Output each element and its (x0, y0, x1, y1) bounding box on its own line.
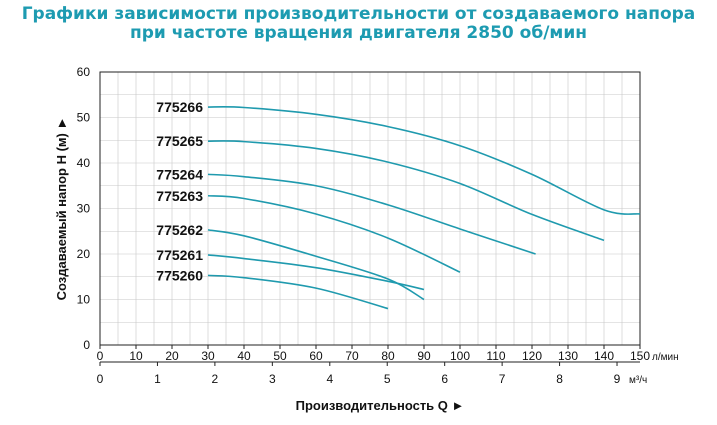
y-tick-label: 40 (77, 156, 91, 170)
x-tick-label-primary: 110 (486, 349, 505, 363)
x-tick-label-primary: 30 (201, 349, 215, 363)
curves (207, 106, 641, 310)
chart-title-line2: при частоте вращения двигателя 2850 об/м… (130, 23, 587, 43)
x-tick-label-primary: 40 (237, 349, 251, 363)
x-tick-label-primary: 120 (522, 349, 542, 363)
x-unit-primary: л/мин (652, 352, 679, 363)
x-tick-label-secondary: 1 (154, 372, 161, 386)
x-tick-label-primary: 140 (594, 349, 614, 363)
x-tick-label-primary: 60 (309, 349, 323, 363)
curve-label-775265: 775265 (156, 133, 203, 149)
x-axis-title: Производительность Q ► (296, 398, 465, 413)
x-tick-label-secondary: 3 (269, 372, 276, 386)
curve-775263 (207, 194, 461, 273)
curve-775262 (207, 229, 425, 301)
x-tick-label-primary: 130 (558, 349, 578, 363)
y-tick-label: 60 (77, 65, 91, 79)
x-tick-label-primary: 100 (450, 349, 470, 363)
x-tick-label-secondary: 2 (212, 372, 219, 386)
curve-label-775260: 775260 (156, 267, 203, 283)
curve-775264 (207, 173, 536, 255)
x-tick-label-secondary: 5 (384, 372, 391, 386)
x-tick-label-primary: 10 (129, 349, 143, 363)
curve-775266 (207, 106, 641, 215)
curve-label-775264: 775264 (156, 166, 203, 182)
x-tick-label-primary: 0 (97, 349, 104, 363)
plot-frame (99, 71, 641, 346)
x-tick-label-primary: 80 (381, 349, 395, 363)
chart-title-line1: Графики зависимости производительности о… (21, 4, 696, 24)
curve-label-775261: 775261 (156, 247, 203, 263)
y-axis-title: Создаваемый напор H (м) ► (54, 117, 69, 301)
x-tick-label-primary: 150 (630, 349, 650, 363)
chart-title: Графики зависимости производительности о… (0, 5, 717, 43)
x-tick-label-primary: 20 (165, 349, 179, 363)
axes (99, 71, 641, 363)
curve-775261 (207, 254, 425, 291)
curve-label-775263: 775263 (156, 188, 203, 204)
y-tick-label: 20 (77, 247, 91, 261)
y-tick-label: 30 (77, 202, 91, 216)
x-tick-label-secondary: 6 (441, 372, 448, 386)
x-tick-label-secondary: 7 (499, 372, 506, 386)
x-tick-label-primary: 90 (417, 349, 431, 363)
x-tick-label-primary: 50 (273, 349, 287, 363)
curve-775265 (207, 140, 605, 242)
x-tick-label-primary: 70 (345, 349, 359, 363)
x-tick-label-secondary: 8 (556, 372, 563, 386)
x-unit-secondary: м³/ч (629, 375, 647, 386)
curve-label-775262: 775262 (156, 222, 203, 238)
y-tick-label: 50 (77, 111, 91, 125)
x-tick-label-secondary: 4 (326, 372, 333, 386)
grid (100, 72, 640, 345)
y-tick-label: 0 (83, 338, 90, 352)
x-tick-label-secondary: 9 (614, 372, 621, 386)
x-tick-label-secondary: 0 (97, 372, 104, 386)
curve-775260 (207, 274, 389, 310)
curve-label-775266: 775266 (156, 99, 203, 115)
y-tick-label: 10 (77, 293, 91, 307)
curve-labels: 775266 775265 775264 775263 775262 775261 7752… (156, 99, 203, 283)
